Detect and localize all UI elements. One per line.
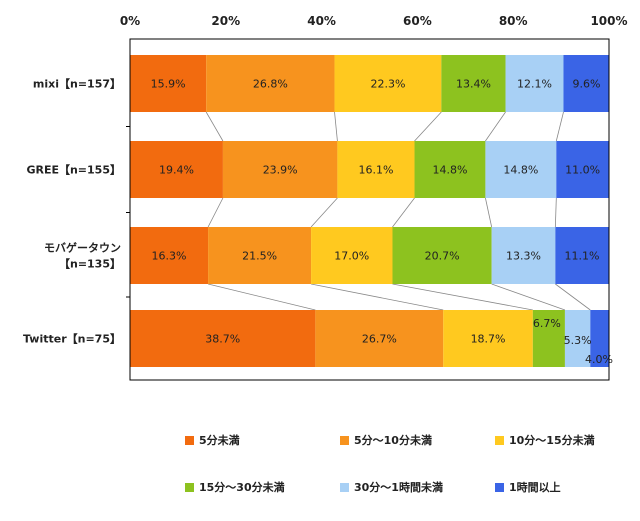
data-labels: 15.9% 26.8% 22.3% 13.4% 12.1% 9.6% 19.4% 23.9% 1… [151,78,613,367]
bar-segment [337,141,415,198]
legend-label: 30分～1時間未満 [354,480,443,494]
bar-segment [443,310,533,367]
bar-segment [414,141,486,198]
x-tick-label: 60% [403,14,432,28]
connector-line [555,111,564,142]
bar-segment [590,310,610,367]
legend-label: 10分～15分未満 [509,433,595,447]
connector-line [485,111,506,142]
bar-segment [485,141,557,198]
connector-line [205,111,224,142]
data-label: 23.9% [263,164,298,177]
series-connector-lines [205,111,591,311]
x-axis-ticks: 0% 20% 40% 60% 80% 100% [120,14,628,28]
legend-swatch [185,483,194,492]
data-label: 16.1% [358,164,393,177]
connector-line [392,197,415,228]
legend: 5分未満 5分～10分未満 10分～15分未満 15分～30分未満 30分～1時間未満 1… [185,433,595,494]
data-label: 22.3% [370,78,405,91]
legend-swatch [185,436,194,445]
data-label: 14.8% [503,164,538,177]
plot-area-frame [129,38,610,381]
bar-segment [206,55,335,112]
connector-line [485,197,493,228]
category-label: 【n=135】 [59,258,121,271]
connector-line [207,197,224,228]
category-label: モバゲータウン [44,241,121,255]
data-label: 14.8% [432,164,467,177]
bar-segment [532,310,565,367]
connector-line [334,111,338,142]
bar-segment [392,227,492,284]
data-label: 13.4% [456,78,491,91]
legend-label: 1時間以上 [509,480,561,494]
category-label: GREE【n=155】 [26,164,121,177]
connector-line [310,197,338,228]
legend-swatch [495,483,504,492]
legend-label: 5分未満 [199,433,240,447]
bar-segment [130,310,316,367]
bar-segment [555,227,609,284]
data-label: 19.4% [159,164,194,177]
data-label: 12.1% [517,78,552,91]
bar-segment [334,55,442,112]
bar-segment [222,141,338,198]
data-label: 38.7% [205,333,240,346]
legend-label: 5分～10分未満 [354,433,432,447]
bar-segment [556,141,609,198]
data-label: 21.5% [242,250,277,263]
connector-line [491,283,566,311]
x-tick-label: 0% [120,14,140,28]
connector-line [392,283,533,311]
connector-line [310,283,444,311]
legend-swatch [340,483,349,492]
bar-segment [441,55,506,112]
bar-segment [563,55,610,112]
bar-segment [130,55,207,112]
data-label: 17.0% [334,250,369,263]
y-axis-tick-marks [126,126,130,298]
data-label: 11.0% [565,164,600,177]
connector-line [414,111,442,142]
data-label: 9.6% [573,78,601,91]
bar-segment [208,227,312,284]
x-tick-label: 40% [307,14,336,28]
category-label: mixi【n=157】 [33,78,121,91]
bar-segment [311,227,393,284]
x-tick-label: 20% [211,14,240,28]
data-label: 11.1% [564,250,599,263]
data-label: 20.7% [425,250,460,263]
x-tick-label: 80% [499,14,528,28]
bar-segment [130,141,223,198]
category-label: Twitter【n=75】 [23,333,121,346]
legend-swatch [340,436,349,445]
x-tick-label: 100% [590,14,627,28]
data-label: 26.7% [362,333,397,346]
bar-segment [315,310,444,367]
data-label: 15.9% [151,78,186,91]
data-label: 16.3% [152,250,187,263]
legend-swatch [495,436,504,445]
data-label: 18.7% [471,333,506,346]
bar-segments [130,55,610,367]
connector-line [555,283,591,311]
bar-segment [505,55,564,112]
data-label: 5.3% [564,334,592,347]
bar-segment [130,227,209,284]
data-label: 4.0% [585,353,613,366]
data-label: 26.8% [253,78,288,91]
connector-line [207,283,316,311]
connector-line [554,197,557,228]
category-labels: mixi【n=157】 GREE【n=155】モバゲータウン【n=135】 Twit… [23,78,121,346]
data-label: 13.3% [506,250,541,263]
bar-segment [491,227,556,284]
bar-segment [564,310,591,367]
legend-label: 15分～30分未満 [199,480,285,494]
data-label: 6.7% [533,317,561,330]
